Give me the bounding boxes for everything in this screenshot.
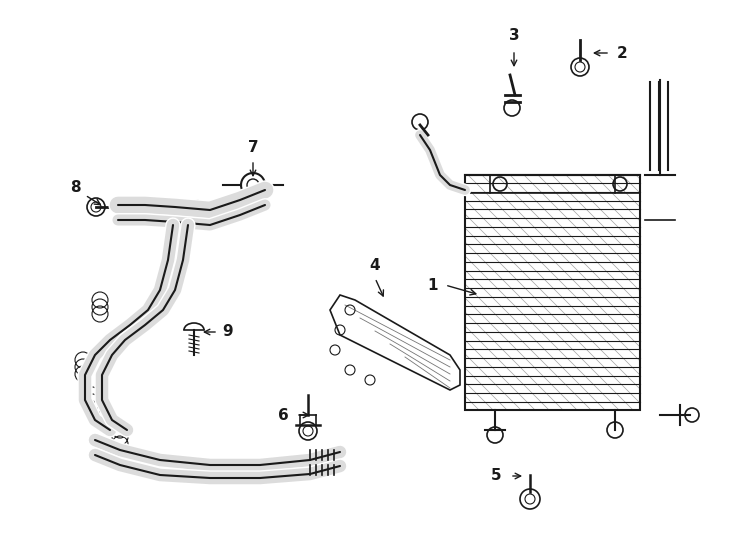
Text: 7: 7 — [247, 140, 258, 156]
Text: 1: 1 — [428, 278, 438, 293]
Bar — [157, 200, 163, 215]
Text: 8: 8 — [70, 179, 80, 194]
Bar — [192, 200, 198, 215]
Text: 3: 3 — [509, 28, 520, 43]
Text: 6: 6 — [277, 408, 288, 422]
Bar — [222, 200, 228, 215]
Text: 9: 9 — [222, 325, 233, 340]
Bar — [132, 200, 138, 215]
Text: 2: 2 — [617, 45, 628, 60]
Text: 5: 5 — [491, 469, 501, 483]
Bar — [465, 175, 640, 410]
Text: 4: 4 — [370, 258, 380, 273]
